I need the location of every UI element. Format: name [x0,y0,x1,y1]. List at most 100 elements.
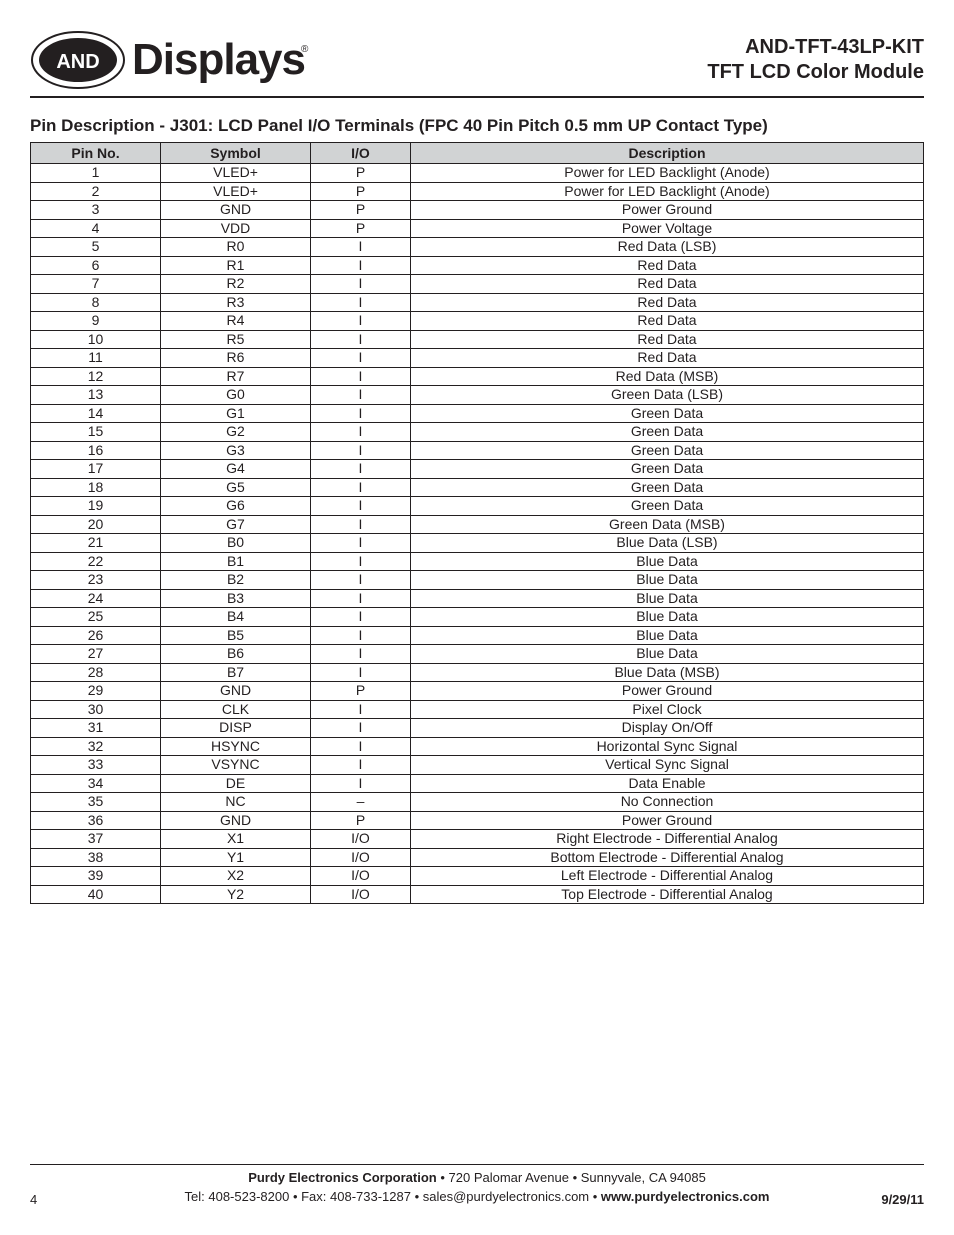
cell-pin: 22 [31,552,161,571]
cell-io: I [311,275,411,294]
doc-title: AND-TFT-43LP-KIT TFT LCD Color Module [707,35,924,85]
table-row: 11R6IRed Data [31,349,924,368]
logo: AND Displays® [30,30,312,90]
cell-io: I/O [311,848,411,867]
table-row: 37X1I/ORight Electrode - Differential An… [31,830,924,849]
cell-pin: 9 [31,312,161,331]
table-row: 25B4IBlue Data [31,608,924,627]
cell-desc: Red Data [411,256,924,275]
footer-lines: Purdy Electronics Corporation • 720 Palo… [30,1169,924,1207]
cell-desc: Left Electrode - Differential Analog [411,867,924,886]
cell-symbol: R2 [161,275,311,294]
cell-pin: 20 [31,515,161,534]
cell-symbol: B6 [161,645,311,664]
cell-pin: 12 [31,367,161,386]
table-row: 32HSYNCIHorizontal Sync Signal [31,737,924,756]
cell-pin: 1 [31,164,161,183]
cell-io: I [311,719,411,738]
table-row: 6R1IRed Data [31,256,924,275]
cell-io: I [311,238,411,257]
footer-line2: Tel: 408-523-8200 • Fax: 408-733-1287 • … [30,1188,924,1207]
table-row: 21B0IBlue Data (LSB) [31,534,924,553]
cell-io: I [311,367,411,386]
cell-io: I [311,626,411,645]
cell-symbol: G7 [161,515,311,534]
table-row: 27B6IBlue Data [31,645,924,664]
cell-io: I [311,478,411,497]
cell-io: I [311,515,411,534]
cell-desc: Power Ground [411,201,924,220]
table-row: 33VSYNCIVertical Sync Signal [31,756,924,775]
footer-tel: Tel: 408-523-8200 [185,1189,290,1204]
cell-desc: Power Ground [411,682,924,701]
table-row: 3GNDPPower Ground [31,201,924,220]
doc-title-line2: TFT LCD Color Module [707,60,924,85]
cell-io: I [311,608,411,627]
cell-symbol: R5 [161,330,311,349]
cell-io: I [311,423,411,442]
cell-symbol: B0 [161,534,311,553]
cell-desc: Green Data (LSB) [411,386,924,405]
cell-desc: Blue Data (LSB) [411,534,924,553]
cell-io: I/O [311,830,411,849]
cell-symbol: B7 [161,663,311,682]
cell-symbol: X2 [161,867,311,886]
cell-desc: Red Data [411,349,924,368]
cell-symbol: R0 [161,238,311,257]
footer-rule [30,1164,924,1165]
cell-desc: Pixel Clock [411,700,924,719]
cell-symbol: DE [161,774,311,793]
table-header-row: Pin No. Symbol I/O Description [31,143,924,164]
footer-email: sales@purdyelectronics.com [423,1189,589,1204]
cell-symbol: VLED+ [161,164,311,183]
footer-fax: Fax: 408-733-1287 [301,1189,411,1204]
cell-symbol: R3 [161,293,311,312]
footer-web: www.purdyelectronics.com [601,1189,770,1204]
cell-desc: Blue Data (MSB) [411,663,924,682]
cell-io: I [311,441,411,460]
cell-pin: 15 [31,423,161,442]
cell-io: I [311,293,411,312]
cell-io: I [311,700,411,719]
cell-io: I [311,460,411,479]
logo-displays-text: Displays [132,35,305,84]
table-row: 16G3IGreen Data [31,441,924,460]
doc-title-line1: AND-TFT-43LP-KIT [707,35,924,60]
cell-symbol: B3 [161,589,311,608]
sep: • [437,1170,449,1185]
cell-io: I [311,737,411,756]
cell-symbol: G0 [161,386,311,405]
cell-desc: Red Data [411,293,924,312]
cell-pin: 24 [31,589,161,608]
footer-addr2: Sunnyvale, CA 94085 [581,1170,706,1185]
cell-symbol: B2 [161,571,311,590]
cell-desc: Green Data [411,423,924,442]
table-row: 1VLED+PPower for LED Backlight (Anode) [31,164,924,183]
table-row: 24B3IBlue Data [31,589,924,608]
cell-symbol: X1 [161,830,311,849]
cell-symbol: GND [161,682,311,701]
cell-symbol: VDD [161,219,311,238]
col-desc: Description [411,143,924,164]
cell-symbol: DISP [161,719,311,738]
cell-symbol: B5 [161,626,311,645]
cell-desc: Green Data [411,460,924,479]
cell-desc: Power Ground [411,811,924,830]
logo-word: Displays® [132,35,312,85]
cell-pin: 17 [31,460,161,479]
cell-desc: Red Data [411,312,924,331]
cell-desc: Green Data [411,497,924,516]
table-row: 19G6IGreen Data [31,497,924,516]
cell-symbol: R4 [161,312,311,331]
table-row: 10R5IRed Data [31,330,924,349]
cell-pin: 19 [31,497,161,516]
cell-symbol: G2 [161,423,311,442]
cell-symbol: GND [161,201,311,220]
table-row: 29GNDPPower Ground [31,682,924,701]
table-row: 7R2IRed Data [31,275,924,294]
cell-desc: Red Data [411,275,924,294]
cell-symbol: G1 [161,404,311,423]
cell-desc: Red Data (LSB) [411,238,924,257]
cell-symbol: NC [161,793,311,812]
cell-io: I [311,571,411,590]
